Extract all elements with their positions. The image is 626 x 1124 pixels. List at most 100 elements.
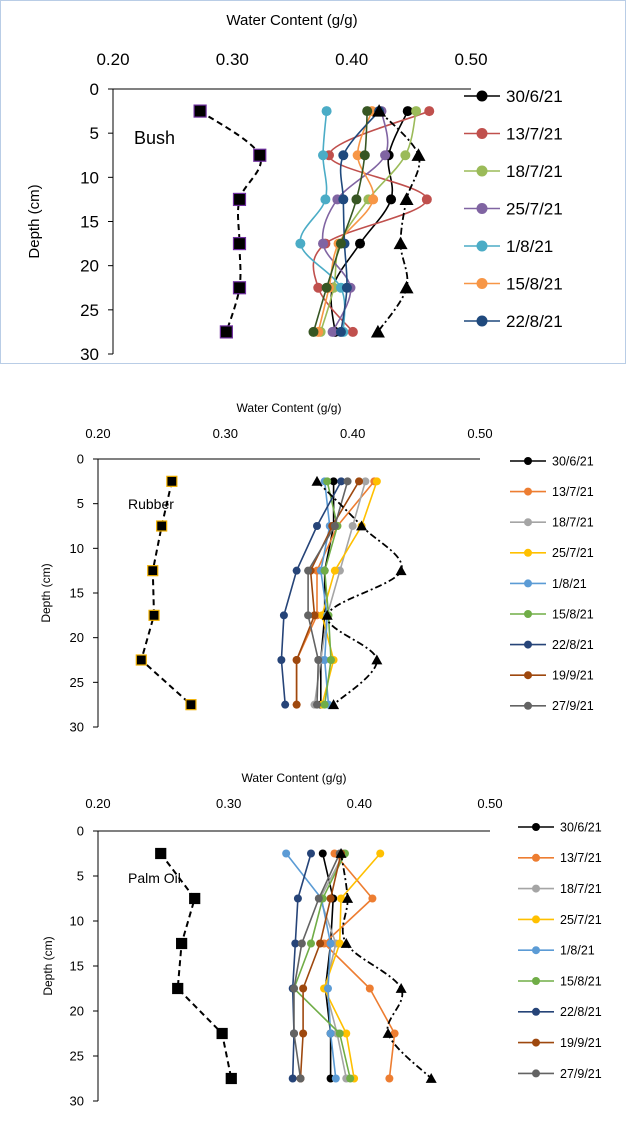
legend-marker (476, 165, 488, 177)
legend-label: 30/6/21 (552, 454, 594, 468)
series-point (337, 477, 346, 486)
chart-annotation: Palm Oil (128, 870, 181, 886)
chart-annotation: Rubber (128, 496, 174, 512)
series-point (282, 849, 291, 858)
triangle-series-marker (340, 938, 352, 948)
y-tick-label: 25 (70, 675, 84, 690)
legend-marker (476, 315, 488, 327)
legend-marker (532, 884, 540, 893)
series-point (335, 1029, 344, 1038)
series-point (310, 611, 319, 620)
legend-marker (532, 915, 540, 924)
series-point (306, 849, 315, 858)
bush-chart: Water Content (g/g) 0.20 0.30 0.40 0.50 Depth… (26, 12, 563, 364)
y-tick-label: 10 (70, 914, 84, 929)
legend-marker (524, 548, 532, 557)
series-line (321, 481, 378, 705)
series-point (368, 894, 377, 903)
triangle-series-marker (370, 324, 385, 338)
series-point (385, 1074, 394, 1083)
series-point (318, 238, 329, 249)
legend-label: 18/7/21 (552, 516, 594, 530)
x-axis-title: Water Content (g/g) (226, 12, 357, 29)
series-line (280, 480, 342, 705)
triangle-series-marker (321, 609, 333, 620)
series-line (319, 853, 348, 1079)
series-point (313, 700, 322, 709)
series-line (330, 110, 409, 332)
legend-label: 13/7/21 (552, 485, 594, 499)
x-tick-label: 0.30 (216, 50, 249, 69)
y-axis-title: Depth (cm) (26, 184, 43, 258)
series-point (320, 656, 329, 664)
triangle-series-marker (411, 148, 426, 161)
series-point (337, 894, 346, 903)
series-point (346, 1074, 355, 1083)
series-line (319, 481, 331, 705)
dry-series-line (199, 110, 262, 333)
series-point (321, 282, 332, 293)
legend-label: 13/7/21 (506, 124, 563, 143)
series-point (304, 611, 313, 620)
x-tick-label: 0.40 (335, 50, 368, 69)
legend-marker (532, 977, 540, 985)
dry-series-square-marker (225, 1072, 237, 1085)
legend-label: 25/7/21 (506, 199, 563, 218)
series-point (320, 566, 329, 575)
triangle-series-marker (335, 848, 347, 858)
legend-label: 13/7/21 (560, 851, 602, 865)
triangle-series-marker (311, 475, 323, 486)
legend-label: 30/6/21 (506, 87, 563, 106)
legend-label: 19/9/21 (552, 669, 594, 683)
legend-label: 19/9/21 (560, 1036, 602, 1050)
legend-marker (532, 823, 540, 831)
series-point (277, 656, 286, 664)
y-tick-label: 15 (80, 212, 99, 231)
series-point (331, 1074, 340, 1083)
y-tick-label: 15 (70, 959, 84, 974)
legend-label: 27/9/21 (552, 699, 594, 713)
series-point (335, 939, 344, 948)
y-tick-label: 15 (70, 586, 84, 601)
series-point (330, 522, 339, 530)
dry-series-square-marker (185, 699, 197, 711)
triangle-series-marker (393, 236, 408, 250)
series-point (293, 894, 302, 903)
y-tick-label: 5 (90, 124, 99, 143)
series-point (338, 150, 349, 161)
series-point (335, 238, 346, 249)
series-point (279, 611, 288, 620)
dry-series-square-marker (166, 475, 178, 487)
series-point (299, 1029, 308, 1038)
series-point (308, 326, 319, 337)
series-point (327, 326, 338, 337)
dry-series-line (159, 852, 233, 1079)
y-tick-label: 10 (80, 168, 99, 187)
series-point (321, 106, 332, 117)
series-point (338, 194, 349, 205)
y-tick-label: 25 (80, 301, 99, 320)
dry-series-square-marker (135, 654, 147, 666)
legend-label: 15/8/21 (506, 274, 563, 293)
series-point (313, 522, 322, 530)
legend-marker (532, 946, 540, 955)
dry-series-square-marker (216, 1027, 228, 1040)
series-point (424, 106, 435, 117)
series-point (292, 656, 301, 664)
series-point (386, 194, 397, 205)
series-point (290, 984, 298, 993)
legend-label: 18/7/21 (506, 162, 563, 181)
series-point (296, 1074, 305, 1083)
series-point (306, 939, 315, 948)
series-point (297, 939, 306, 948)
x-tick-label: 0.30 (216, 796, 241, 811)
triangle-series-marker (356, 520, 368, 531)
dry-series-line (140, 481, 192, 706)
series-point (281, 700, 290, 709)
series-point (330, 566, 339, 575)
series-point (314, 894, 323, 903)
legend-marker (476, 90, 488, 102)
series-line (293, 853, 341, 1079)
legend-marker (532, 1069, 540, 1078)
series-point (326, 1029, 335, 1038)
